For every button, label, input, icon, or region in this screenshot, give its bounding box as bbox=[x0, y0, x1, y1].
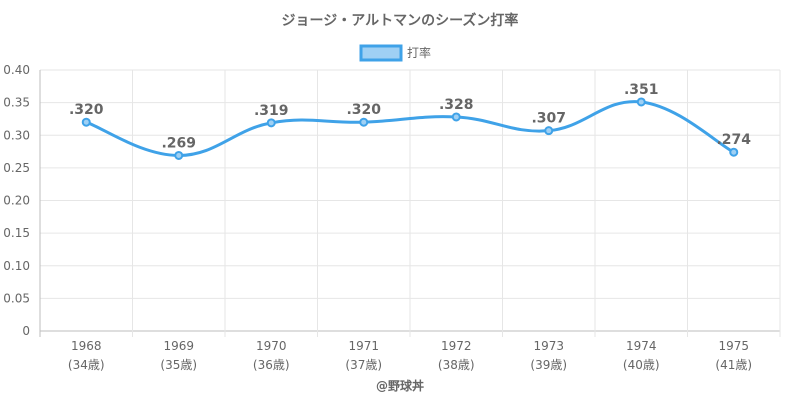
y-tick-label: 0.10 bbox=[3, 259, 30, 273]
data-label: .274 bbox=[716, 132, 751, 148]
x-tick-label: 1974 bbox=[626, 339, 657, 353]
legend[interactable]: 打率 bbox=[359, 44, 431, 62]
x-tick-label: 1972 bbox=[441, 339, 472, 353]
x-tick-sublabel: (37歳) bbox=[345, 358, 382, 372]
credit-text: @野球丼 bbox=[376, 378, 424, 393]
y-tick-label: 0.40 bbox=[3, 63, 30, 77]
y-tick-label: 0 bbox=[22, 324, 30, 338]
y-tick-label: 0.05 bbox=[3, 291, 30, 305]
grid-lines bbox=[39, 69, 781, 337]
data-point[interactable] bbox=[359, 117, 369, 127]
x-tick-sublabel: (36歳) bbox=[253, 358, 290, 372]
y-axis-ticks: 0 0.05 0.10 0.15 0.20 0.25 0.30 0.35 0.40 bbox=[3, 63, 30, 338]
data-labels: .320 .269 .319 .320 .328 .307 .351 .274 bbox=[69, 82, 751, 152]
x-tick-label: 1971 bbox=[348, 339, 379, 353]
x-tick-sublabel: (38歳) bbox=[438, 358, 475, 372]
data-label: .351 bbox=[624, 82, 659, 98]
x-tick-label: 1970 bbox=[256, 339, 287, 353]
data-point[interactable] bbox=[174, 150, 184, 160]
x-tick-sublabel: (39歳) bbox=[530, 358, 567, 372]
data-label: .328 bbox=[439, 97, 474, 113]
data-label: .320 bbox=[69, 102, 104, 118]
data-label: .320 bbox=[346, 102, 381, 118]
data-point[interactable] bbox=[636, 97, 646, 107]
data-point[interactable] bbox=[729, 147, 739, 157]
data-label: .269 bbox=[161, 135, 196, 151]
x-tick-sublabel: (34歳) bbox=[68, 358, 105, 372]
y-tick-label: 0.30 bbox=[3, 128, 30, 142]
legend-swatch bbox=[359, 44, 403, 62]
chart-title: ジョージ・アルトマンのシーズン打率 bbox=[282, 12, 519, 29]
data-label: .307 bbox=[531, 111, 566, 127]
y-tick-label: 0.20 bbox=[3, 194, 30, 208]
data-point[interactable] bbox=[544, 126, 554, 136]
y-tick-label: 0.15 bbox=[3, 226, 30, 240]
x-tick-label: 1968 bbox=[71, 339, 102, 353]
x-tick-sublabel: (40歳) bbox=[623, 358, 660, 372]
x-tick-label: 1969 bbox=[163, 339, 194, 353]
data-label: .319 bbox=[254, 103, 289, 119]
batting-average-line bbox=[85, 100, 735, 157]
data-point[interactable] bbox=[451, 112, 461, 122]
data-points bbox=[81, 97, 739, 160]
legend-label: 打率 bbox=[407, 45, 431, 60]
y-tick-label: 0.35 bbox=[3, 96, 30, 110]
x-tick-sublabel: (41歳) bbox=[715, 358, 752, 372]
data-point[interactable] bbox=[81, 117, 91, 127]
y-tick-label: 0.25 bbox=[3, 161, 30, 175]
x-tick-sublabel: (35歳) bbox=[160, 358, 197, 372]
x-tick-label: 1975 bbox=[718, 339, 749, 353]
x-axis-ticks: 1968 (34歳) 1969 (35歳) 1970 (36歳) 1971 (37歳) 1972… bbox=[68, 339, 752, 372]
data-point[interactable] bbox=[266, 118, 276, 128]
x-tick-label: 1973 bbox=[533, 339, 564, 353]
